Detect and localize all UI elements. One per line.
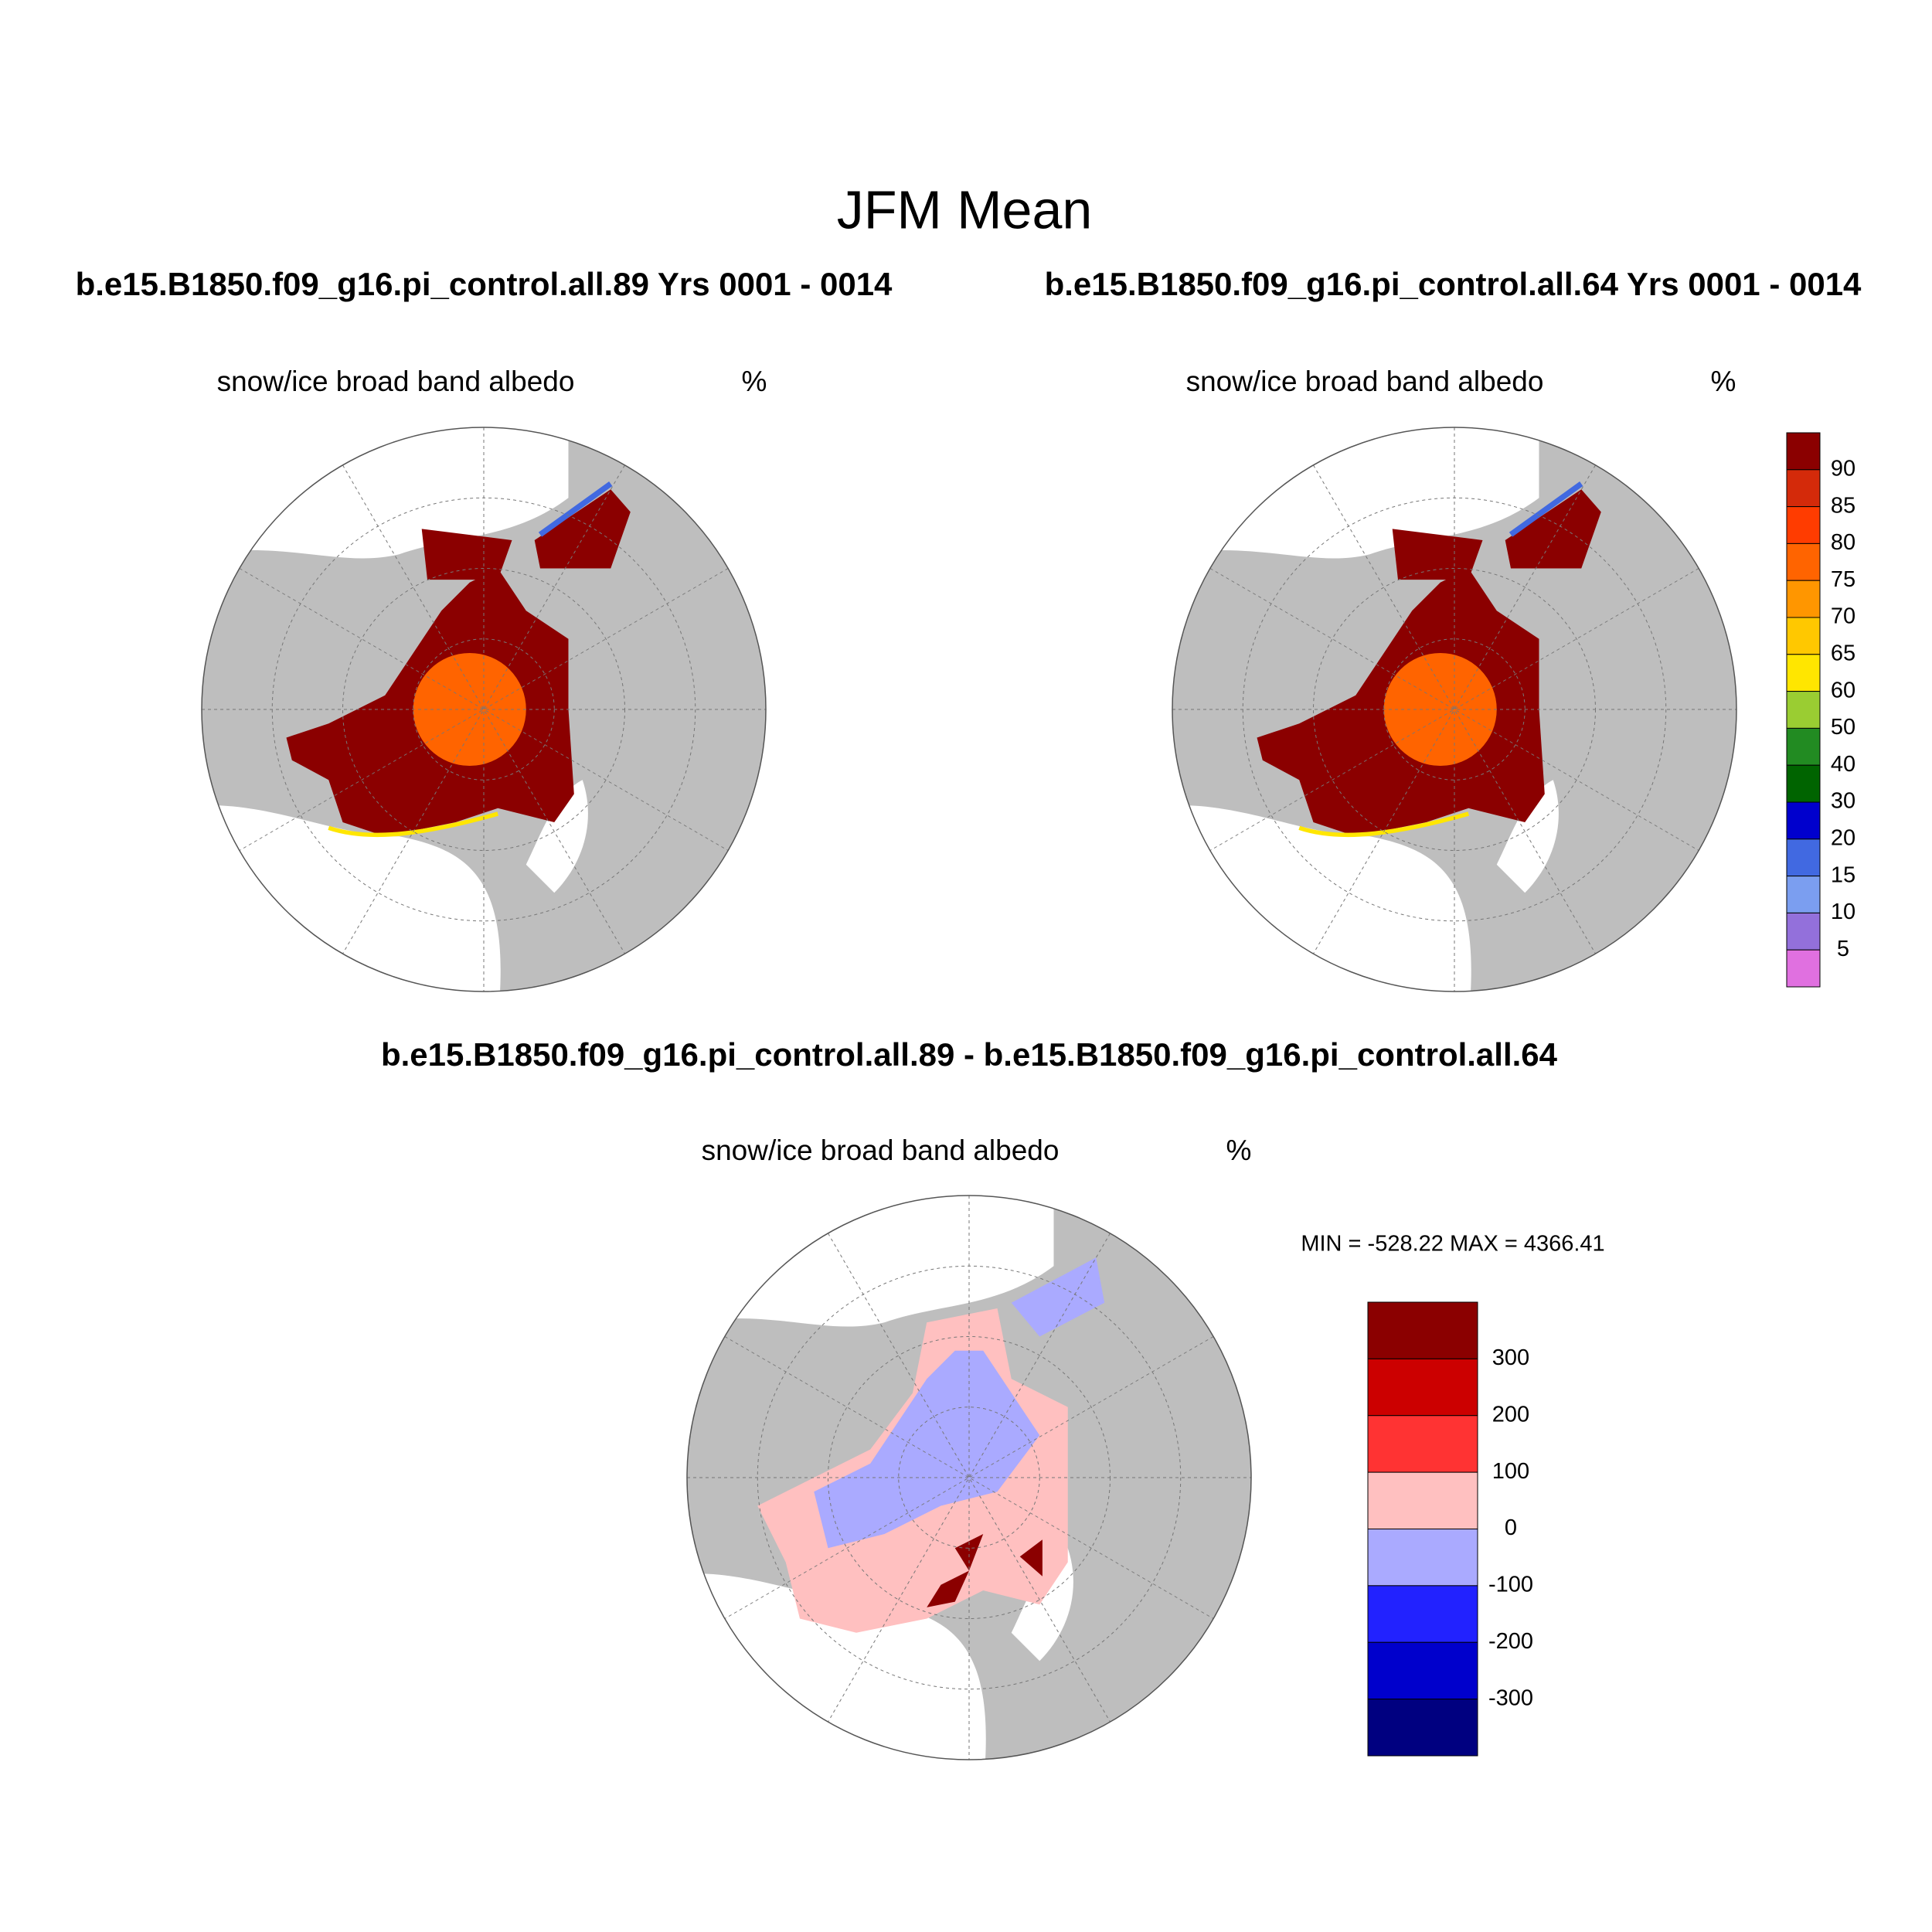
colorbar-box <box>1786 543 1821 581</box>
sea-ice <box>421 529 512 580</box>
sea-ice <box>1392 529 1483 580</box>
polar-map <box>173 400 766 1020</box>
colorbar-box <box>1786 617 1821 655</box>
colorbar-box <box>1786 469 1821 508</box>
variable-label: snow/ice broad band albedo <box>1186 366 1544 397</box>
sea-ice <box>534 489 631 569</box>
units-label: % <box>742 366 767 397</box>
difference-title: b.e15.B1850.f09_g16.pi_control.all.89 - … <box>381 1036 1558 1073</box>
colorbar-label: 200 <box>1492 1402 1529 1427</box>
graticule <box>828 1233 1111 1722</box>
ice-edge <box>1298 811 1469 838</box>
colorbar-box <box>1367 1699 1478 1757</box>
colorbar-label: -100 <box>1488 1573 1533 1597</box>
colorbar-label: 90 <box>1831 456 1855 481</box>
colorbar-label: 60 <box>1831 678 1855 702</box>
colorbar-label: 40 <box>1831 752 1855 777</box>
map-border <box>1172 427 1736 992</box>
colorbar-label: 15 <box>1831 862 1855 887</box>
min-max-label: MIN = -528.22 MAX = 4366.41 <box>1301 1232 1604 1257</box>
colorbar-label: 10 <box>1831 900 1855 924</box>
colorbar-label: 100 <box>1492 1459 1529 1484</box>
colorbar-label: 5 <box>1837 937 1849 961</box>
colorbar-box <box>1367 1641 1478 1700</box>
variable-label: snow/ice broad band albedo <box>217 366 575 397</box>
graticule <box>240 569 728 851</box>
graticule <box>343 465 625 954</box>
polar-map <box>659 1168 1252 1788</box>
graticule <box>725 1337 1213 1619</box>
colorbar-box <box>1786 727 1821 766</box>
graticule <box>1314 465 1596 954</box>
colorbar-box <box>1786 876 1821 913</box>
difference-neg <box>814 1350 1040 1549</box>
graticule <box>725 1337 1213 1619</box>
map-border <box>202 427 766 992</box>
colorbar-label: 75 <box>1831 567 1855 592</box>
variable-label: snow/ice broad band albedo <box>702 1134 1060 1166</box>
graticule <box>343 465 625 954</box>
graticule <box>1210 569 1699 851</box>
colorbar-box <box>1786 912 1821 951</box>
graticule <box>240 569 728 851</box>
difference-pos <box>927 1570 969 1607</box>
colorbar-box <box>1786 801 1821 840</box>
difference-neg <box>1011 1257 1105 1337</box>
colorbar-box <box>1367 1585 1478 1643</box>
map-border <box>687 1196 1251 1760</box>
graticule <box>1210 569 1699 851</box>
difference-pos <box>954 1534 984 1571</box>
colorbar-box <box>1786 949 1821 988</box>
ice-edge <box>328 811 498 838</box>
ice-edge <box>538 481 613 537</box>
units-label: % <box>1711 366 1736 397</box>
figure-title: JFM Mean <box>837 179 1093 240</box>
colorbar-label: 50 <box>1831 715 1855 740</box>
colorbar-label: 0 <box>1505 1515 1517 1540</box>
map-content <box>1172 427 1736 992</box>
map-content <box>687 1196 1251 1760</box>
colorbar-box <box>1786 838 1821 877</box>
graticule <box>828 1233 1111 1722</box>
colorbar-label: 80 <box>1831 530 1855 555</box>
panel-title: b.e15.B1850.f09_g16.pi_control.all.64 Yr… <box>1045 266 1862 302</box>
map-content <box>202 427 766 992</box>
colorbar-box <box>1786 691 1821 729</box>
colorbar-box <box>1786 506 1821 544</box>
difference-pos <box>1019 1539 1043 1577</box>
colorbar-label: 30 <box>1831 789 1855 814</box>
colorbar-box <box>1367 1301 1478 1359</box>
colorbar-label: -200 <box>1488 1629 1533 1654</box>
colorbar-label: 20 <box>1831 825 1855 850</box>
colorbar-box <box>1367 1529 1478 1587</box>
colorbar-label: 85 <box>1831 493 1855 518</box>
colorbar-box <box>1786 654 1821 692</box>
colorbar-box <box>1786 432 1821 471</box>
colorbar-label: -300 <box>1488 1685 1533 1710</box>
colorbar-box <box>1367 1471 1478 1529</box>
colorbar-box <box>1367 1415 1478 1473</box>
units-label: % <box>1226 1134 1252 1166</box>
colorbar-box <box>1786 580 1821 618</box>
colorbar-box <box>1786 764 1821 803</box>
colorbar-box <box>1367 1358 1478 1417</box>
colorbar-label: 70 <box>1831 604 1855 629</box>
colorbar-label: 300 <box>1492 1345 1529 1370</box>
panel-title: b.e15.B1850.f09_g16.pi_control.all.89 Yr… <box>76 266 893 302</box>
sea-ice <box>1505 489 1601 569</box>
polar-map <box>1145 400 1737 1020</box>
colorbar-label: 65 <box>1831 641 1855 665</box>
graticule <box>1314 465 1596 954</box>
ice-edge <box>1509 481 1583 537</box>
